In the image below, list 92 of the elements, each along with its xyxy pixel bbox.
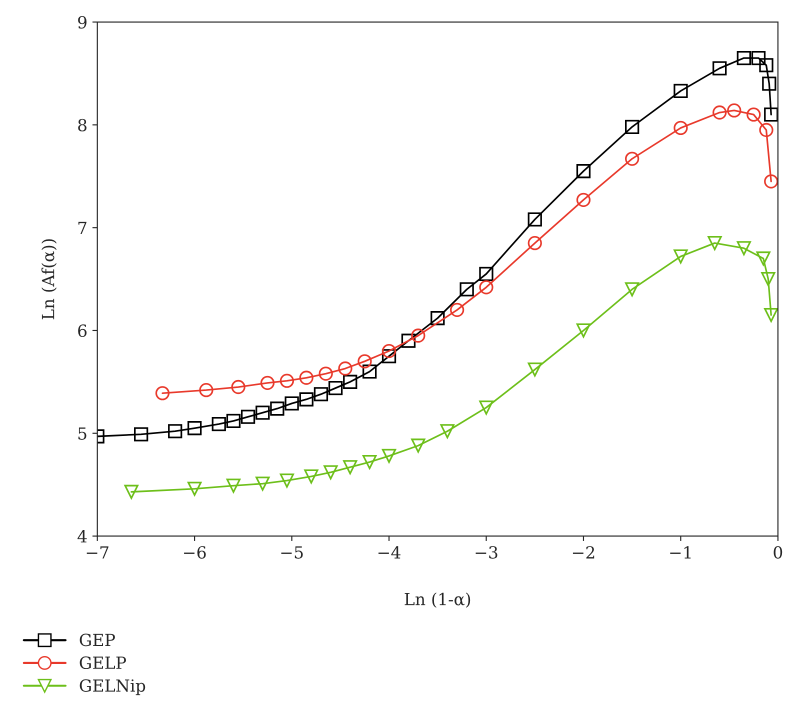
legend-label: GEP	[80, 634, 115, 646]
point	[256, 406, 270, 420]
point	[324, 465, 338, 480]
y-tick-label: 8	[78, 118, 86, 132]
legend-label: GELNip	[80, 679, 146, 696]
point	[756, 251, 770, 266]
point	[762, 76, 776, 91]
point	[440, 424, 454, 438]
point	[304, 469, 318, 484]
point	[528, 236, 542, 250]
point	[299, 392, 314, 406]
point	[625, 282, 640, 296]
point	[528, 212, 542, 227]
point	[328, 380, 343, 396]
point	[134, 427, 148, 442]
point	[674, 120, 688, 136]
point	[401, 334, 416, 348]
point	[343, 374, 358, 389]
point	[736, 241, 751, 256]
point	[625, 120, 640, 134]
point	[751, 50, 766, 66]
point	[124, 484, 138, 499]
x-tick-label: −4	[378, 546, 400, 558]
point	[226, 414, 241, 428]
point	[727, 103, 742, 118]
point	[411, 438, 426, 453]
point	[761, 272, 776, 286]
point	[674, 84, 688, 98]
point	[270, 402, 284, 416]
point	[187, 482, 202, 496]
y-tick-label: 4	[78, 530, 87, 542]
point	[231, 380, 246, 394]
point	[318, 366, 333, 381]
point	[674, 249, 688, 264]
x-tick-label: −1	[670, 546, 691, 558]
point	[382, 344, 396, 358]
point	[479, 280, 494, 294]
point	[212, 416, 226, 432]
point	[764, 308, 778, 322]
point	[226, 478, 241, 493]
point	[479, 266, 494, 282]
point	[299, 370, 314, 385]
point	[528, 362, 542, 377]
point	[382, 349, 396, 364]
point	[187, 421, 202, 436]
point	[625, 152, 640, 166]
x-tick-label: −2	[572, 546, 594, 558]
point	[746, 107, 761, 122]
point	[708, 236, 722, 250]
point	[450, 302, 464, 317]
y-tick-label: 7	[78, 222, 86, 234]
point	[314, 387, 328, 402]
point	[168, 424, 182, 438]
y-axis-title: Ln (Af(α))	[41, 239, 57, 320]
point	[712, 105, 727, 120]
point	[362, 454, 377, 470]
x-tick-label: −7	[86, 546, 108, 558]
point	[712, 61, 727, 76]
point	[460, 282, 474, 296]
x-tick-label: −6	[184, 546, 206, 559]
point	[343, 460, 358, 474]
legend-label: GELP	[80, 656, 126, 670]
y-tick-label: 9	[78, 16, 86, 29]
point	[358, 354, 372, 368]
point	[280, 374, 294, 388]
point	[764, 174, 778, 188]
point	[576, 164, 591, 178]
point	[576, 192, 591, 207]
x-tick-label: −3	[476, 546, 498, 559]
point	[256, 476, 270, 491]
point	[411, 328, 426, 343]
point	[736, 50, 751, 66]
point	[284, 396, 299, 411]
point	[479, 400, 494, 415]
point	[338, 361, 352, 376]
x-tick-label: −5	[281, 546, 303, 559]
x-tick-label: 0	[774, 546, 782, 559]
point	[764, 107, 778, 122]
point	[260, 376, 275, 390]
point	[362, 364, 377, 379]
point	[382, 448, 396, 463]
y-tick-label: 5	[78, 427, 86, 440]
point	[576, 323, 591, 338]
x-axis-title: Ln (1-α)	[404, 592, 470, 608]
point	[430, 311, 445, 326]
point	[240, 410, 256, 424]
point	[759, 58, 774, 72]
point	[759, 122, 774, 138]
y-tick-label: 6	[78, 324, 87, 338]
point	[199, 383, 214, 398]
point	[280, 473, 294, 488]
point	[155, 386, 170, 400]
